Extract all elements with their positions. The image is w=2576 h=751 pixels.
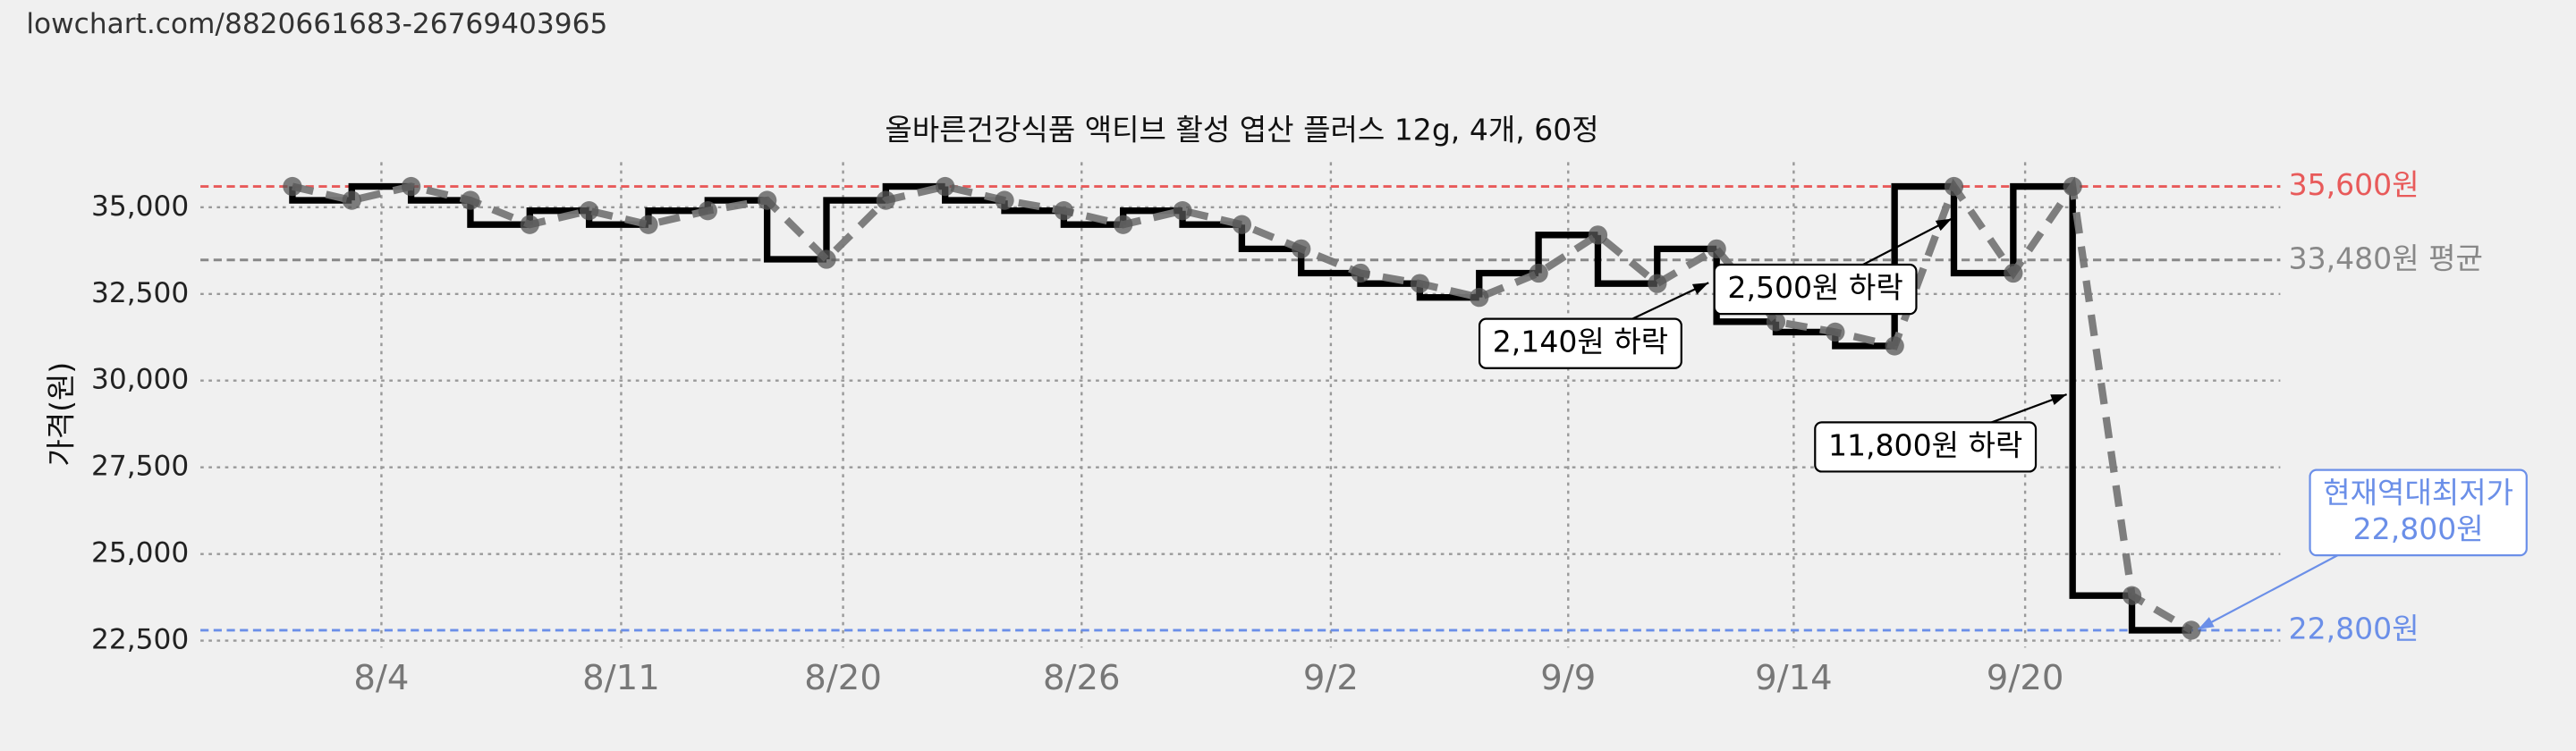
point xyxy=(1054,201,1074,221)
y-tick-label: 30,000 xyxy=(91,364,189,396)
point xyxy=(579,201,599,221)
point xyxy=(2004,263,2023,283)
arrow-head xyxy=(2198,617,2215,629)
arrow-head xyxy=(1935,218,1953,232)
point xyxy=(342,190,361,210)
point xyxy=(757,190,777,210)
point xyxy=(1114,215,1133,234)
point xyxy=(283,176,302,197)
reference-label: 33,480원 평균 xyxy=(2289,240,2483,275)
point xyxy=(401,176,421,197)
x-tick-label: 8/26 xyxy=(1043,658,1121,698)
annotation-box xyxy=(1478,317,1682,369)
y-tick-label: 27,500 xyxy=(91,451,189,483)
point xyxy=(1292,239,1311,259)
point xyxy=(1885,336,1904,356)
annotation: 2,140원 하락 xyxy=(1478,282,1709,369)
point xyxy=(2063,176,2082,197)
reference-label: 22,800원 xyxy=(2289,611,2419,646)
point xyxy=(1648,274,1667,293)
annotation-box xyxy=(1713,263,1918,316)
step-segment xyxy=(1535,232,1598,274)
x-tick-label: 9/20 xyxy=(1987,658,2064,698)
chart-title: 올바른건강식품 액티브 활성 엽산 플러스 12g, 4개, 60정 xyxy=(885,113,1598,148)
arrow-head xyxy=(1691,283,1709,295)
step-segment xyxy=(1654,245,1717,284)
annotation-text: 현재역대최저가 xyxy=(2323,476,2513,511)
point xyxy=(1173,201,1192,221)
arrow-head xyxy=(2050,394,2067,406)
point xyxy=(1826,322,1845,342)
point xyxy=(1944,176,1964,197)
step-segment xyxy=(2010,182,2073,274)
annotation-box xyxy=(2309,468,2528,557)
point xyxy=(1351,263,1370,283)
x-tick-label: 8/11 xyxy=(582,658,660,698)
annotation-text: 2,500원 하락 xyxy=(1727,270,1902,305)
x-tick-label: 9/14 xyxy=(1755,658,1833,698)
step-segment xyxy=(2128,595,2191,634)
point xyxy=(817,249,836,269)
y-axis-label: 가격(원) xyxy=(43,362,78,467)
point xyxy=(1470,288,1489,308)
y-tick-label: 35,000 xyxy=(91,190,189,223)
point xyxy=(520,215,539,234)
point xyxy=(1529,263,1548,283)
point xyxy=(461,190,480,210)
y-tick-label: 22,500 xyxy=(91,624,189,656)
point xyxy=(1766,312,1786,332)
annotation-text: 11,800원 하락 xyxy=(1828,427,2022,462)
annotation: 11,800원 하락 xyxy=(1814,393,2067,473)
annotation: 2,500원 하락 xyxy=(1713,217,1953,316)
step-segment xyxy=(763,200,826,263)
url: lowchart.com/8820661683-26769403965 xyxy=(26,8,607,40)
point xyxy=(936,176,955,197)
trend-line xyxy=(291,176,2193,634)
step-segment xyxy=(2069,186,2132,599)
point xyxy=(1588,225,1608,245)
point xyxy=(2182,620,2201,640)
x-tick-label: 9/9 xyxy=(1540,658,1596,698)
point xyxy=(1707,239,1726,259)
point xyxy=(995,190,1014,210)
annotation-text: 2,140원 하락 xyxy=(1493,325,1668,359)
y-tick-label: 32,500 xyxy=(91,277,189,309)
point xyxy=(876,190,895,210)
x-tick-label: 9/2 xyxy=(1303,658,1359,698)
point xyxy=(698,201,717,221)
y-tick-label: 25,000 xyxy=(91,537,189,570)
step-segment xyxy=(1950,186,2013,277)
point xyxy=(639,215,658,234)
x-tick-label: 8/4 xyxy=(353,658,409,698)
reference-label: 35,600원 xyxy=(2289,167,2419,202)
annotation-box xyxy=(1814,421,2038,473)
step-segment xyxy=(1594,234,1657,287)
step-segment xyxy=(823,197,886,259)
point xyxy=(2122,586,2142,605)
x-tick-label: 8/20 xyxy=(804,658,882,698)
annotation-text: 22,800원 xyxy=(2353,511,2484,546)
point xyxy=(1232,215,1252,234)
point xyxy=(1410,274,1430,293)
